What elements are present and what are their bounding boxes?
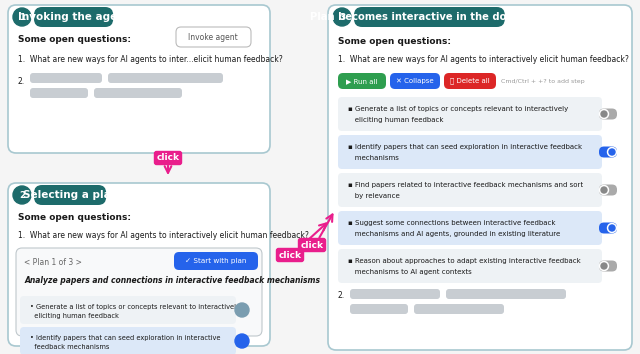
Text: ✕ Collapse: ✕ Collapse [396, 78, 434, 84]
Circle shape [609, 149, 615, 155]
Text: • Identify papers that can seed exploration in interactive: • Identify papers that can seed explorat… [30, 335, 221, 341]
FancyBboxPatch shape [176, 27, 251, 47]
FancyBboxPatch shape [328, 5, 632, 350]
FancyBboxPatch shape [108, 73, 223, 83]
FancyBboxPatch shape [599, 147, 617, 158]
FancyBboxPatch shape [350, 304, 408, 314]
Text: ▪ Find papers related to interactive feedback mechanisms and sort: ▪ Find papers related to interactive fee… [348, 182, 583, 188]
Text: click: click [301, 240, 323, 250]
Text: 2: 2 [19, 190, 25, 200]
Circle shape [607, 223, 616, 233]
FancyBboxPatch shape [20, 296, 236, 324]
Circle shape [601, 263, 607, 269]
Text: 🗑 Delete all: 🗑 Delete all [450, 78, 490, 84]
FancyBboxPatch shape [8, 183, 270, 346]
FancyBboxPatch shape [390, 73, 440, 89]
Text: • Generate a list of topics or concepts relevant to interactively: • Generate a list of topics or concepts … [30, 304, 240, 310]
Text: Invoke agent: Invoke agent [188, 33, 238, 41]
FancyBboxPatch shape [599, 108, 617, 120]
Text: mechanisms and AI agents, grounded in existing literature: mechanisms and AI agents, grounded in ex… [348, 231, 560, 237]
Circle shape [13, 186, 31, 204]
FancyBboxPatch shape [354, 7, 505, 27]
Text: 1.  What are new ways for AI agents to interactively elicit human feedback?: 1. What are new ways for AI agents to in… [338, 55, 629, 64]
Circle shape [235, 303, 249, 317]
Circle shape [333, 8, 351, 26]
Text: < Plan 1 of 3 >: < Plan 1 of 3 > [24, 258, 82, 267]
Text: 2.: 2. [18, 77, 25, 86]
Circle shape [607, 148, 616, 156]
Text: Some open questions:: Some open questions: [18, 213, 131, 222]
Circle shape [600, 185, 609, 194]
FancyBboxPatch shape [350, 289, 440, 299]
FancyBboxPatch shape [444, 73, 496, 89]
FancyBboxPatch shape [20, 327, 236, 354]
FancyBboxPatch shape [174, 252, 258, 270]
Text: Invoking the agent: Invoking the agent [18, 12, 129, 22]
FancyBboxPatch shape [34, 7, 113, 27]
Circle shape [601, 187, 607, 193]
Text: Cmd/Ctrl + +? to add step: Cmd/Ctrl + +? to add step [501, 79, 584, 84]
Text: ▶ Run all: ▶ Run all [346, 78, 378, 84]
Circle shape [235, 334, 249, 348]
Text: Selecting a plan: Selecting a plan [22, 190, 118, 200]
FancyBboxPatch shape [446, 289, 566, 299]
Text: 1.  What are new ways for AI agents to interactively elicit human feedback?: 1. What are new ways for AI agents to in… [18, 231, 309, 240]
Circle shape [601, 111, 607, 117]
Text: mechanisms to AI agent contexts: mechanisms to AI agent contexts [348, 269, 472, 275]
Text: eliciting human feedback: eliciting human feedback [348, 117, 444, 123]
FancyBboxPatch shape [338, 97, 602, 131]
Text: Plan becomes interactive in the document: Plan becomes interactive in the document [310, 12, 548, 22]
FancyBboxPatch shape [34, 185, 106, 205]
Circle shape [600, 262, 609, 270]
Text: ▪ Generate a list of topics or concepts relevant to interactively: ▪ Generate a list of topics or concepts … [348, 106, 568, 112]
Text: 1: 1 [19, 12, 25, 22]
FancyBboxPatch shape [16, 248, 262, 336]
Text: click: click [278, 251, 301, 259]
FancyBboxPatch shape [338, 173, 602, 207]
Text: Some open questions:: Some open questions: [18, 35, 131, 44]
Text: mechanisms: mechanisms [348, 155, 399, 161]
FancyBboxPatch shape [414, 304, 504, 314]
Text: ▪ Identify papers that can seed exploration in interactive feedback: ▪ Identify papers that can seed explorat… [348, 144, 582, 150]
Text: Some open questions:: Some open questions: [338, 37, 451, 46]
Text: ▪ Suggest some connections between interactive feedback: ▪ Suggest some connections between inter… [348, 220, 556, 226]
FancyBboxPatch shape [30, 88, 88, 98]
Circle shape [13, 8, 31, 26]
Text: click: click [157, 154, 179, 162]
Text: 2.: 2. [338, 291, 345, 300]
Text: Analyze papers and connections in interactive feedback mechanisms: Analyze papers and connections in intera… [24, 276, 320, 285]
Text: feedback mechanisms: feedback mechanisms [30, 344, 109, 350]
FancyBboxPatch shape [338, 211, 602, 245]
FancyBboxPatch shape [338, 249, 602, 283]
Text: eliciting human feedback: eliciting human feedback [30, 313, 119, 319]
Text: by relevance: by relevance [348, 193, 400, 199]
Text: ▪ Reason about approaches to adapt existing interactive feedback: ▪ Reason about approaches to adapt exist… [348, 258, 580, 264]
FancyBboxPatch shape [599, 261, 617, 272]
Text: ✓ Start with plan: ✓ Start with plan [186, 258, 246, 264]
FancyBboxPatch shape [94, 88, 182, 98]
Text: 3: 3 [339, 12, 345, 22]
FancyBboxPatch shape [599, 223, 617, 234]
FancyBboxPatch shape [338, 135, 602, 169]
FancyBboxPatch shape [599, 184, 617, 195]
Circle shape [609, 225, 615, 231]
FancyBboxPatch shape [338, 73, 386, 89]
Text: 1.  What are new ways for AI agents to inter...elicit human feedback?: 1. What are new ways for AI agents to in… [18, 55, 283, 64]
FancyBboxPatch shape [8, 5, 270, 153]
FancyBboxPatch shape [30, 73, 102, 83]
Circle shape [600, 109, 609, 119]
